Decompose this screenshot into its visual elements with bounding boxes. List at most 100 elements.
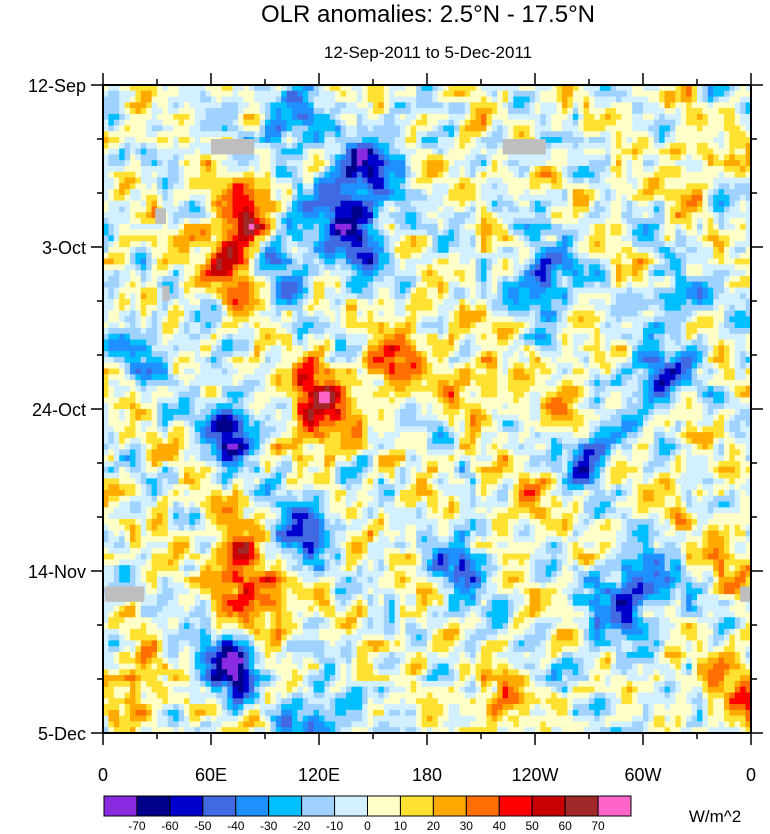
heatmap-cell bbox=[292, 287, 298, 294]
heatmap-cell bbox=[524, 96, 531, 103]
heatmap-cell bbox=[513, 299, 520, 306]
heatmap-cell bbox=[680, 235, 687, 242]
heatmap-cell bbox=[432, 177, 439, 184]
heatmap-cell bbox=[648, 206, 655, 213]
heatmap-cell bbox=[146, 148, 153, 156]
heatmap-cell bbox=[140, 218, 147, 225]
heatmap-cell bbox=[119, 119, 126, 127]
heatmap-cell bbox=[108, 108, 115, 115]
heatmap-cell bbox=[475, 316, 482, 323]
heatmap-cell bbox=[421, 235, 428, 242]
heatmap-cell bbox=[319, 137, 325, 144]
heatmap-cell bbox=[637, 252, 644, 260]
heatmap-cell bbox=[367, 252, 374, 260]
heatmap-cell bbox=[443, 85, 450, 92]
heatmap-cell bbox=[119, 287, 126, 294]
heatmap-cell bbox=[265, 90, 271, 98]
heatmap-cell bbox=[378, 177, 385, 184]
heatmap-cell bbox=[416, 264, 423, 271]
heatmap-cell bbox=[400, 304, 406, 312]
heatmap-cell bbox=[470, 113, 477, 121]
heatmap-cell bbox=[124, 229, 131, 237]
heatmap-cell bbox=[675, 258, 682, 265]
heatmap-cell bbox=[518, 218, 525, 225]
heatmap-cell bbox=[734, 148, 741, 156]
heatmap-cell bbox=[356, 90, 363, 98]
heatmap-cell bbox=[648, 299, 655, 306]
heatmap-cell bbox=[605, 293, 612, 300]
heatmap-cell bbox=[356, 235, 363, 242]
heatmap-cell bbox=[362, 252, 369, 260]
heatmap-cell bbox=[194, 125, 201, 132]
heatmap-cell bbox=[400, 241, 406, 248]
heatmap-cell bbox=[103, 218, 109, 225]
heatmap-cell bbox=[675, 293, 682, 300]
heatmap-cell bbox=[157, 235, 163, 242]
heatmap-cell bbox=[599, 148, 606, 156]
heatmap-cell bbox=[421, 131, 428, 138]
heatmap-cell bbox=[243, 171, 250, 179]
heatmap-cell bbox=[324, 108, 331, 115]
heatmap-cell bbox=[346, 252, 352, 260]
heatmap-cell bbox=[470, 241, 477, 248]
heatmap-cell bbox=[275, 229, 282, 237]
heatmap-cell bbox=[346, 316, 352, 323]
heatmap-cell bbox=[173, 322, 180, 329]
heatmap-cell bbox=[416, 299, 423, 306]
heatmap-cell bbox=[389, 183, 396, 190]
heatmap-cell bbox=[540, 316, 547, 323]
heatmap-cell bbox=[481, 299, 487, 306]
heatmap-cell bbox=[589, 154, 595, 161]
heatmap-cell bbox=[605, 270, 612, 277]
heatmap-cell bbox=[238, 96, 244, 103]
heatmap-cell bbox=[400, 125, 406, 132]
heatmap-cell bbox=[313, 200, 320, 208]
heatmap-cell bbox=[583, 137, 590, 144]
heatmap-cell bbox=[254, 206, 261, 213]
heatmap-cell bbox=[367, 90, 374, 98]
heatmap-cell bbox=[194, 177, 201, 184]
heatmap-cell bbox=[491, 160, 498, 167]
heatmap-cell bbox=[454, 119, 460, 127]
heatmap-cell bbox=[437, 310, 444, 318]
heatmap-cell bbox=[243, 316, 250, 323]
heatmap-cell bbox=[232, 206, 239, 213]
heatmap-cell bbox=[653, 304, 660, 312]
heatmap-cell bbox=[518, 160, 525, 167]
heatmap-cell bbox=[378, 322, 385, 329]
heatmap-cell bbox=[486, 200, 493, 208]
heatmap-cell bbox=[443, 119, 450, 127]
heatmap-cell bbox=[416, 154, 423, 161]
heatmap-cell bbox=[610, 264, 617, 271]
heatmap-cell bbox=[378, 293, 385, 300]
heatmap-cell bbox=[362, 247, 369, 254]
heatmap-cell bbox=[400, 206, 406, 213]
heatmap-cell bbox=[119, 299, 126, 306]
heatmap-cell bbox=[610, 108, 617, 115]
heatmap-cell bbox=[491, 113, 498, 121]
heatmap-cell bbox=[178, 322, 185, 329]
heatmap-cell bbox=[740, 102, 747, 109]
heatmap-cell bbox=[281, 270, 288, 277]
heatmap-cell bbox=[508, 206, 514, 213]
heatmap-cell bbox=[265, 264, 271, 271]
heatmap-cell bbox=[378, 299, 385, 306]
heatmap-cell bbox=[589, 119, 595, 127]
heatmap-cell bbox=[389, 229, 396, 237]
heatmap-cell bbox=[540, 102, 547, 109]
heatmap-cell bbox=[367, 229, 374, 237]
heatmap-cell bbox=[508, 247, 514, 254]
heatmap-cell bbox=[259, 171, 266, 179]
heatmap-cell bbox=[535, 281, 541, 289]
heatmap-cell bbox=[637, 183, 644, 190]
heatmap-cell bbox=[389, 171, 396, 179]
heatmap-cell bbox=[437, 223, 444, 231]
heatmap-cell bbox=[340, 235, 347, 242]
heatmap-cell bbox=[184, 160, 190, 167]
heatmap-cell bbox=[616, 316, 622, 323]
heatmap-cell bbox=[637, 85, 644, 92]
heatmap-cell bbox=[346, 223, 352, 231]
heatmap-cell bbox=[659, 235, 666, 242]
heatmap-cell bbox=[335, 322, 342, 329]
heatmap-cell bbox=[551, 316, 558, 323]
